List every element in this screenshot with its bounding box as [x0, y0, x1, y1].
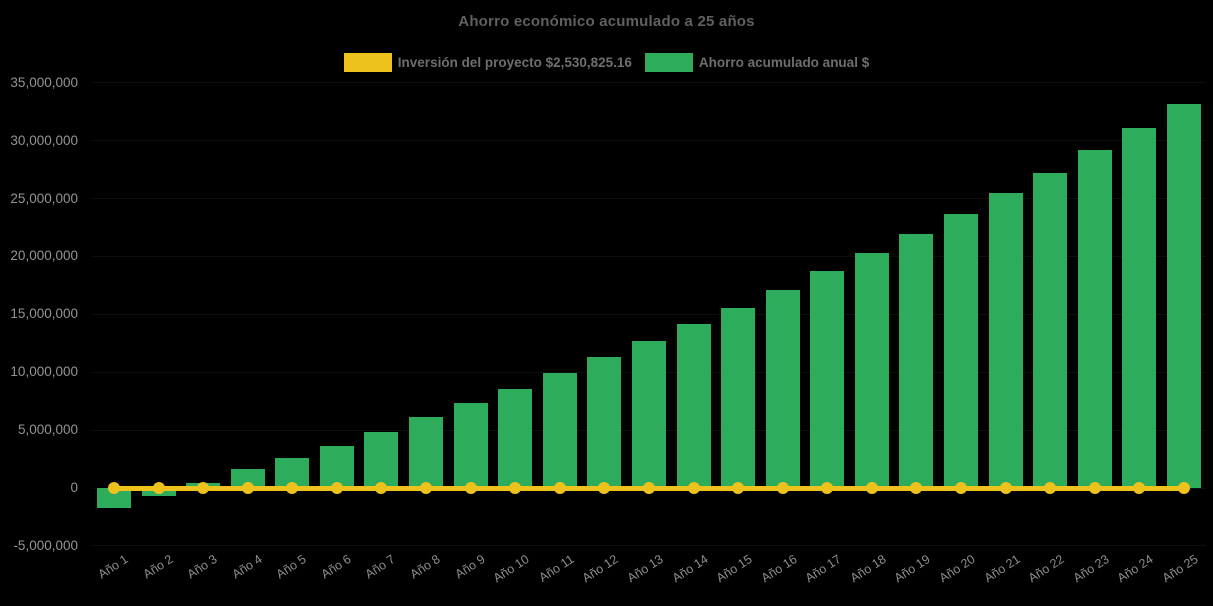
bar-año-22[interactable] [1033, 173, 1068, 488]
bar-año-10[interactable] [498, 388, 533, 488]
investment-point-año-6[interactable] [330, 482, 343, 494]
investment-point-año-24[interactable] [1133, 482, 1146, 494]
investment-point-año-13[interactable] [642, 482, 655, 494]
investment-point-año-21[interactable] [999, 482, 1012, 494]
investment-point-año-23[interactable] [1088, 482, 1101, 494]
bar-año-24[interactable] [1122, 127, 1157, 488]
y-axis-tick-label: 10,000,000 [10, 364, 78, 380]
y-axis-tick-label: 20,000,000 [10, 248, 78, 264]
bar-año-12[interactable] [587, 357, 622, 488]
investment-point-año-4[interactable] [241, 482, 254, 494]
investment-point-año-19[interactable] [910, 482, 923, 494]
bar-año-19[interactable] [899, 233, 934, 488]
bar-año-18[interactable] [854, 252, 889, 488]
bar-año-21[interactable] [988, 192, 1023, 488]
bar-año-16[interactable] [765, 289, 800, 488]
gridline [92, 255, 1206, 257]
gridline [92, 313, 1206, 315]
investment-point-año-16[interactable] [776, 482, 789, 494]
y-axis-tick-label: 15,000,000 [10, 306, 78, 322]
legend-swatch-ahorro-icon [644, 53, 693, 72]
bar-año-20[interactable] [944, 213, 979, 488]
bar-año-9[interactable] [453, 402, 488, 488]
investment-point-año-15[interactable] [732, 482, 745, 494]
bar-año-7[interactable] [364, 431, 399, 488]
bar-año-23[interactable] [1077, 149, 1112, 488]
legend-item-ahorro[interactable]: Ahorro acumulado anual $ [644, 53, 870, 72]
y-axis-tick-label: 30,000,000 [10, 132, 78, 148]
gridline [92, 545, 1206, 547]
investment-point-año-12[interactable] [598, 482, 611, 494]
bar-año-13[interactable] [631, 340, 666, 488]
legend-label-ahorro: Ahorro acumulado anual $ [698, 55, 870, 70]
legend-label-inversion: Inversión del proyecto $2,530,825.16 [397, 55, 632, 70]
investment-point-año-9[interactable] [464, 482, 477, 494]
gridline [92, 198, 1206, 199]
investment-point-año-10[interactable] [509, 482, 522, 494]
bar-año-17[interactable] [810, 270, 845, 488]
y-axis-tick-label: 25,000,000 [10, 190, 78, 206]
bar-año-8[interactable] [409, 416, 444, 488]
investment-point-año-22[interactable] [1044, 482, 1057, 494]
y-axis-tick-label: 35,000,000 [10, 74, 78, 90]
investment-point-año-17[interactable] [821, 482, 834, 494]
y-axis-tick-label: -5,000,000 [13, 537, 78, 553]
investment-point-año-1[interactable] [108, 482, 120, 494]
bar-año-4[interactable] [230, 468, 265, 488]
legend-swatch-inversion-icon [343, 53, 392, 72]
gridline [92, 140, 1206, 142]
investment-point-año-7[interactable] [375, 482, 388, 494]
chart-legend: Inversión del proyecto $2,530,825.16 Aho… [0, 52, 1213, 73]
bar-año-14[interactable] [676, 323, 711, 488]
investment-point-año-11[interactable] [553, 482, 566, 494]
y-axis-tick-label: 0 [70, 480, 78, 495]
investment-point-año-2[interactable] [152, 482, 165, 494]
investment-point-año-18[interactable] [865, 482, 878, 494]
bar-año-15[interactable] [721, 307, 756, 488]
investment-point-año-5[interactable] [286, 482, 299, 494]
bar-año-1[interactable] [97, 488, 131, 508]
bar-año-6[interactable] [319, 445, 354, 488]
chart-title: Ahorro económico acumulado a 25 años [458, 13, 755, 30]
legend-item-inversion[interactable]: Inversión del proyecto $2,530,825.16 [343, 53, 632, 72]
investment-point-año-14[interactable] [687, 482, 700, 494]
investment-point-año-3[interactable] [197, 482, 210, 494]
bar-año-25[interactable] [1166, 103, 1201, 488]
gridline [92, 82, 1206, 84]
bar-año-11[interactable] [542, 372, 577, 488]
investment-point-año-20[interactable] [955, 482, 968, 494]
investment-point-año-25[interactable] [1177, 482, 1190, 494]
investment-point-año-8[interactable] [420, 482, 433, 494]
y-axis-tick-label: 5,000,000 [17, 422, 78, 438]
